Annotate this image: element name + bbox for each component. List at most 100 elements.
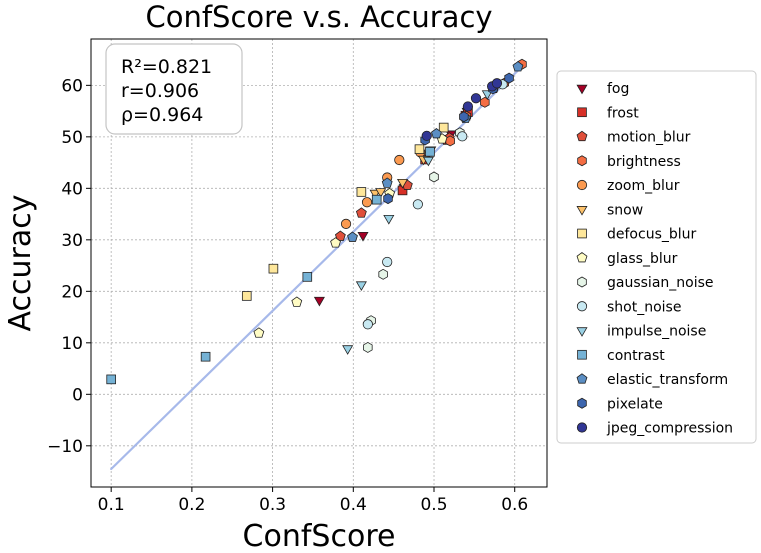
legend-label-zoom-blur: zoom_blur <box>607 178 680 194</box>
data-point <box>106 374 116 385</box>
data-point <box>363 341 373 353</box>
legend-items: fog frost motion_blur brightness zoom_blursn… <box>576 81 733 437</box>
data-point <box>340 218 352 229</box>
legend-marker-shot-noise <box>576 301 588 312</box>
x-tick-label: 0.2 <box>178 495 205 515</box>
legend-frame <box>556 70 757 444</box>
data-point <box>396 178 409 189</box>
data-point <box>382 256 393 268</box>
legend-marker-glass-blur <box>576 252 588 263</box>
data-point <box>291 296 303 307</box>
legend-marker-brightness <box>577 155 587 167</box>
data-point <box>347 231 358 242</box>
y-tick-label: 60 <box>61 76 83 96</box>
legend-label-defocus-blur: defocus_blur <box>607 227 697 243</box>
legend-label-frost: frost <box>607 105 639 121</box>
data-point <box>414 144 425 154</box>
legend-marker-pixelate <box>577 397 587 409</box>
legend-label-jpeg-compression: jpeg_compression <box>606 421 733 437</box>
x-tick-label: 0.5 <box>420 495 447 515</box>
legend-label-glass-blur: glass_blur <box>607 251 678 267</box>
data-point <box>342 345 354 355</box>
legend-label-impulse-noise: impulse_noise <box>607 324 706 340</box>
grid <box>91 39 547 487</box>
x-tick-label: 0.3 <box>259 495 286 515</box>
y-tick-label: −10 <box>47 437 83 457</box>
data-point <box>253 327 265 338</box>
data-point <box>504 72 514 84</box>
r-squared-text: R²=0.821 <box>121 56 212 78</box>
data-point <box>241 291 252 301</box>
data-point <box>334 230 346 241</box>
x-tick-label: 0.6 <box>501 495 528 515</box>
legend-marker-fog <box>576 84 588 95</box>
x-tick-label: 0.1 <box>98 495 125 515</box>
data-point <box>375 188 387 198</box>
data-point <box>302 272 313 282</box>
stats-box: R²=0.821 r=0.906 ρ=0.964 <box>105 43 243 135</box>
data-point <box>425 146 435 157</box>
y-tick-label: 20 <box>61 282 83 302</box>
legend-marker-defocus-blur <box>577 228 587 239</box>
legend-label-elastic-transform: elastic_transform <box>607 372 728 388</box>
data-point <box>481 90 493 100</box>
data-point <box>330 237 341 248</box>
series-defocus-blur <box>241 122 449 301</box>
data-point <box>422 156 434 167</box>
y-axis-ticks: −10 0 10 20 30 40 50 60 <box>47 76 91 457</box>
x-tick-label: 0.4 <box>340 495 367 515</box>
data-point <box>381 177 393 188</box>
data-point <box>378 268 388 280</box>
y-tick-label: 50 <box>61 128 83 148</box>
data-point <box>383 214 395 225</box>
data-points <box>106 58 527 385</box>
data-point <box>362 319 373 330</box>
legend-marker-gaussian-noise <box>577 276 587 288</box>
data-point <box>313 296 325 307</box>
legend-marker-snow <box>576 206 588 216</box>
data-point <box>421 130 432 141</box>
legend-marker-motion-blur <box>576 130 588 142</box>
data-point <box>371 194 382 205</box>
pearson-r-text: r=0.906 <box>121 80 199 102</box>
data-point <box>355 207 367 218</box>
data-point <box>355 281 367 292</box>
series-contrast <box>106 146 435 385</box>
data-point <box>459 111 469 123</box>
legend-marker-contrast <box>577 349 587 360</box>
data-point <box>268 263 279 274</box>
y-tick-label: 40 <box>61 179 83 199</box>
chart-title: ConfScore v.s. Accuracy <box>145 0 492 34</box>
y-tick-label: 10 <box>61 334 83 354</box>
series-shot-noise <box>362 79 508 330</box>
legend-marker-jpeg-compression <box>576 422 588 433</box>
data-point <box>457 131 468 142</box>
series-impulse-noise <box>342 90 493 355</box>
data-point <box>356 187 367 197</box>
data-point <box>383 193 393 205</box>
legend-marker-zoom-blur <box>576 179 588 191</box>
data-point <box>470 93 482 104</box>
series-jpeg-compression <box>421 78 503 141</box>
data-point <box>431 128 442 139</box>
legend-label-fog: fog <box>607 81 629 97</box>
data-point <box>361 197 373 208</box>
legend-marker-impulse-noise <box>576 327 588 337</box>
legend-label-pixelate: pixelate <box>607 396 663 412</box>
data-point <box>462 101 474 112</box>
stats-box-frame <box>105 43 243 135</box>
y-axis-label: Accuracy <box>3 195 38 332</box>
legend-label-snow: snow <box>607 202 643 218</box>
data-point <box>438 122 449 133</box>
data-point <box>491 78 503 89</box>
legend-marker-elastic-transform <box>576 373 588 384</box>
legend-label-contrast: contrast <box>607 348 665 364</box>
plot-frame <box>90 38 548 488</box>
y-tick-label: 0 <box>72 385 83 405</box>
data-point <box>357 231 369 242</box>
x-axis-label: ConfScore <box>243 519 396 553</box>
data-point <box>369 189 381 200</box>
data-point <box>412 199 423 210</box>
data-point <box>429 171 439 183</box>
